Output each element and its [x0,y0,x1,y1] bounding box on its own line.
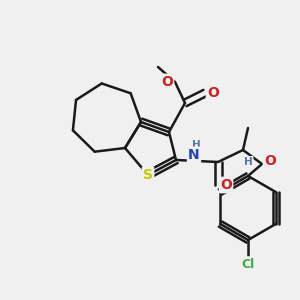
Text: N: N [188,148,200,162]
Text: O: O [220,178,232,192]
Text: O: O [161,75,173,89]
Text: O: O [264,154,276,168]
Text: S: S [143,168,153,182]
Text: O: O [207,86,219,100]
Text: H: H [244,157,252,167]
Text: Cl: Cl [242,257,255,271]
Text: H: H [192,140,200,150]
